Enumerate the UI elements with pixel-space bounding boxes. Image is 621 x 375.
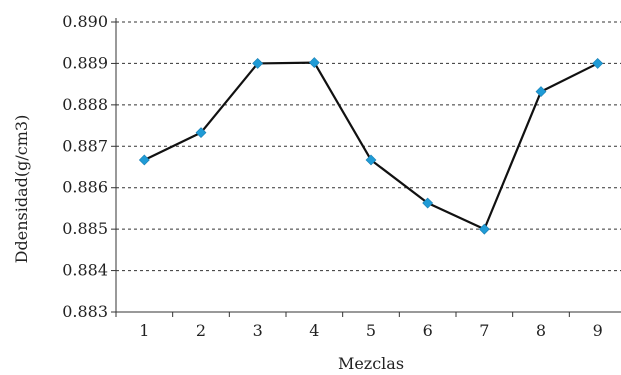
x-tick-label-9: 9 xyxy=(593,321,603,340)
data-point-4 xyxy=(308,57,320,69)
y-tick-label-3: 0.886 xyxy=(62,178,108,197)
y-tick-label-6: 0.889 xyxy=(62,53,108,72)
data-point-8 xyxy=(535,86,547,98)
y-tick-label-7: 0.890 xyxy=(62,12,108,31)
x-axis-title: Mezclas xyxy=(338,354,404,373)
x-tick-label-7: 7 xyxy=(479,321,489,340)
data-point-3 xyxy=(252,58,264,69)
y-tick-label-5: 0.888 xyxy=(62,95,108,114)
y-tick-label-2: 0.885 xyxy=(62,219,108,238)
x-tick-label-3: 3 xyxy=(253,321,263,340)
x-tick-labels: 1 2 3 4 5 6 7 8 9 xyxy=(139,321,603,340)
x-tick-label-4: 4 xyxy=(309,321,319,340)
data-point-6 xyxy=(422,197,434,209)
x-tick-label-8: 8 xyxy=(536,321,546,340)
y-tick-label-4: 0.887 xyxy=(62,136,108,155)
y-tick-label-0: 0.883 xyxy=(62,302,108,321)
data-point-1 xyxy=(138,154,150,166)
y-tick-label-1: 0.884 xyxy=(62,261,108,280)
axes xyxy=(111,18,621,317)
data-point-7 xyxy=(478,223,490,235)
x-tick-label-5: 5 xyxy=(366,321,376,340)
x-tick-label-6: 6 xyxy=(423,321,433,340)
data-point-2 xyxy=(195,127,207,139)
x-tick-label-1: 1 xyxy=(139,321,149,340)
x-tick-label-2: 2 xyxy=(196,321,206,340)
y-axis-title: Ddensidad(g/cm3) xyxy=(12,115,31,264)
grid-lines xyxy=(116,21,621,272)
series xyxy=(138,57,604,235)
y-tick-labels: 0.883 0.884 0.885 0.886 0.887 0.888 0.889 0.890 xyxy=(62,12,108,321)
data-point-9 xyxy=(592,58,604,69)
data-point-5 xyxy=(365,154,377,166)
